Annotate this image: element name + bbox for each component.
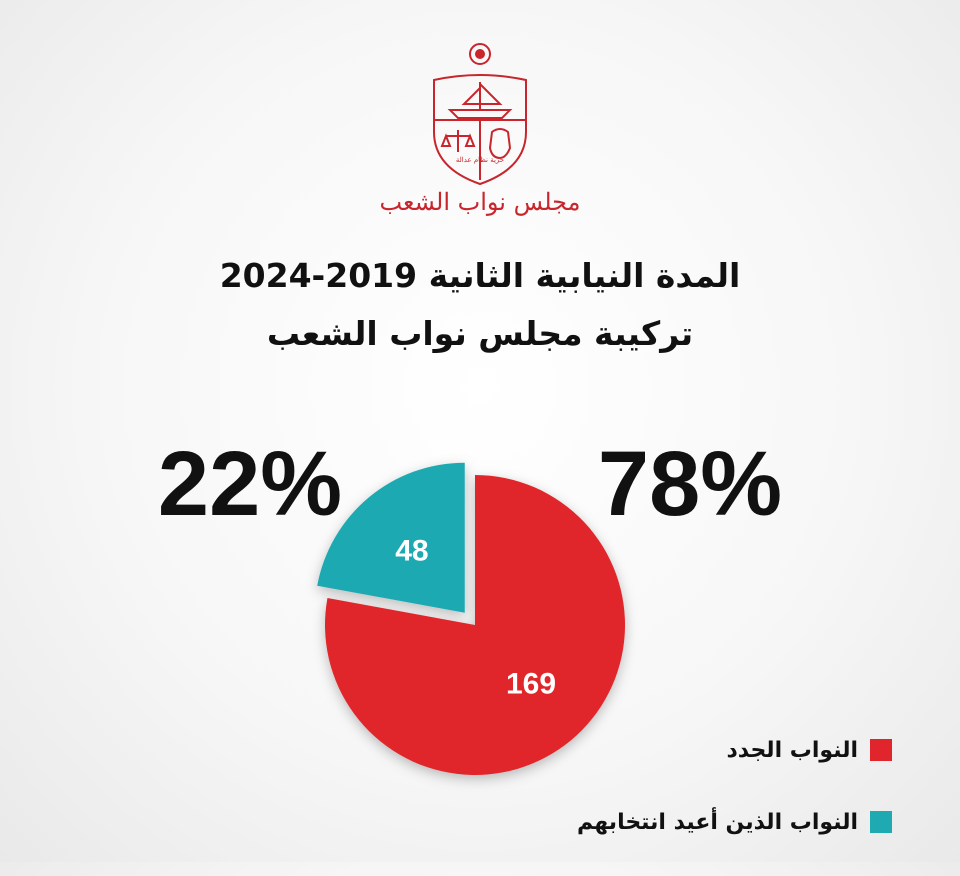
pie-slice-new bbox=[325, 475, 626, 775]
page-title: المدة النيابية الثانية 2019-2024 bbox=[219, 256, 741, 295]
legend-label-new: النواب الجدد bbox=[726, 737, 858, 763]
data-label-reelected: 48 bbox=[395, 534, 428, 567]
legend: النواب الجدد النواب الذين أعيد انتخابهم bbox=[492, 732, 892, 876]
pie-slice-reelected bbox=[317, 462, 465, 613]
percent-label-reelected: 22% bbox=[158, 433, 342, 535]
legend-swatch-new bbox=[870, 739, 892, 761]
org-name: مجلس نواب الشعب bbox=[379, 188, 581, 216]
legend-label-reelected: النواب الذين أعيد انتخابهم bbox=[577, 809, 858, 835]
tunisia-coat-of-arms-icon: حرية نظام عدالة bbox=[433, 43, 527, 186]
data-label-new: 169 bbox=[506, 668, 556, 701]
page-subtitle: تركيبة مجلس نواب الشعب bbox=[266, 314, 694, 353]
percent-label-new: 78% bbox=[598, 433, 782, 535]
svg-text:حرية نظام عدالة: حرية نظام عدالة bbox=[456, 156, 504, 164]
legend-item-reelected: النواب الذين أعيد انتخابهم bbox=[492, 804, 892, 840]
legend-swatch-reelected bbox=[870, 811, 892, 833]
legend-item-new: النواب الجدد bbox=[492, 732, 892, 768]
